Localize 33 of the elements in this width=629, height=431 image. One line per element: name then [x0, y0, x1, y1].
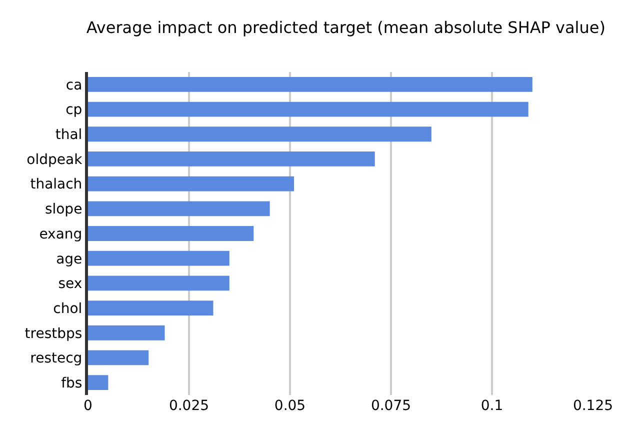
- bar: [88, 102, 528, 117]
- y-tick-label: thal: [55, 127, 82, 144]
- x-tick-label: 0.125: [572, 398, 614, 414]
- x-tick-label: 0.05: [274, 398, 306, 414]
- bar: [88, 276, 230, 291]
- bar: [88, 350, 149, 366]
- y-tick-label: slope: [44, 202, 82, 218]
- y-tick-label: ca: [66, 77, 82, 94]
- bar: [88, 325, 165, 340]
- x-tick-label: 0.025: [168, 398, 210, 414]
- chart-title: Average impact on predicted target (mean absolute SHAP value): [86, 18, 606, 37]
- bar: [88, 76, 532, 92]
- y-tick-label: fbs: [61, 375, 82, 392]
- x-tick-label: 0.1: [480, 398, 504, 414]
- y-tick-label: exang: [39, 226, 82, 242]
- y-tick-label: cp: [66, 102, 82, 118]
- x-tick-label: 0.075: [370, 398, 412, 414]
- y-tick-label: age: [56, 251, 82, 268]
- y-tick-label: oldpeak: [26, 152, 84, 168]
- y-tick-label: trestbps: [24, 326, 82, 342]
- y-tick-label: sex: [58, 276, 82, 292]
- y-tick-label: chol: [53, 300, 82, 317]
- bar: [88, 126, 432, 142]
- bar: [88, 375, 108, 390]
- bar: [88, 226, 254, 241]
- bar: [88, 300, 214, 316]
- bar: [88, 176, 294, 192]
- bar: [88, 152, 375, 166]
- bar: [88, 250, 230, 266]
- y-tick-label: restecg: [30, 350, 82, 367]
- bar: [88, 201, 270, 216]
- y-tick-label: thalach: [30, 176, 82, 193]
- x-tick-label: 0: [84, 398, 92, 414]
